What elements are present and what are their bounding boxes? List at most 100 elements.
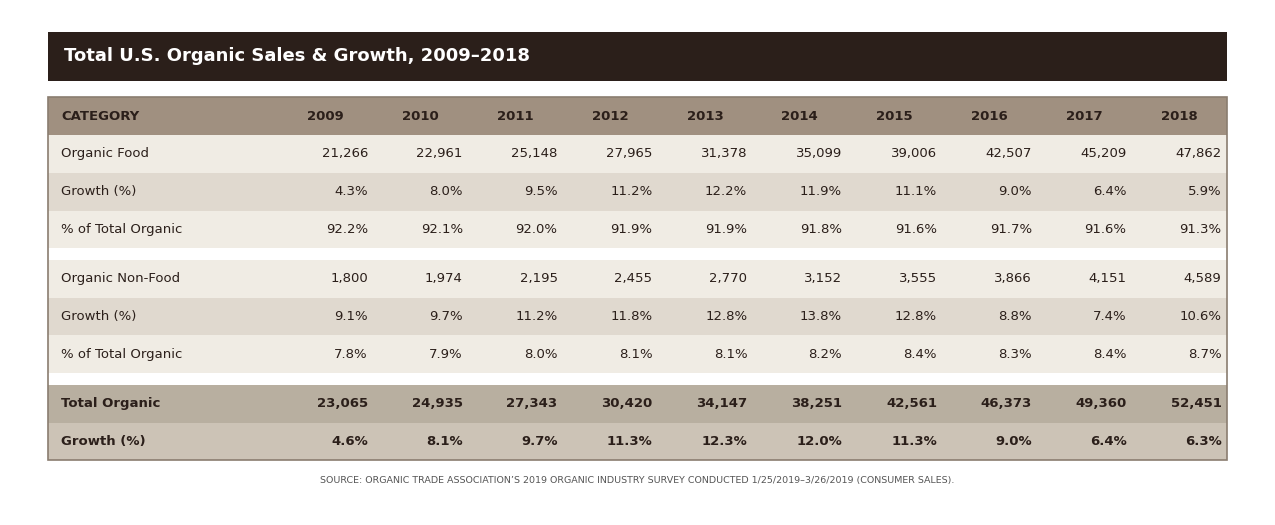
Text: 38,251: 38,251 bbox=[790, 397, 842, 410]
Text: SOURCE: ORGANIC TRADE ASSOCIATION’S 2019 ORGANIC INDUSTRY SURVEY CONDUCTED 1/25/: SOURCE: ORGANIC TRADE ASSOCIATION’S 2019… bbox=[320, 476, 955, 485]
Bar bbox=[48, 248, 1227, 260]
Text: 2009: 2009 bbox=[307, 110, 344, 122]
Text: 4.6%: 4.6% bbox=[332, 435, 368, 448]
Text: 27,965: 27,965 bbox=[606, 148, 653, 160]
Text: 35,099: 35,099 bbox=[796, 148, 842, 160]
Bar bbox=[48, 97, 1227, 135]
Text: 11.3%: 11.3% bbox=[607, 435, 653, 448]
Text: 12.0%: 12.0% bbox=[797, 435, 842, 448]
Text: 47,862: 47,862 bbox=[1176, 148, 1221, 160]
Text: 12.8%: 12.8% bbox=[895, 310, 937, 323]
Text: 92.1%: 92.1% bbox=[421, 223, 463, 236]
Text: 42,561: 42,561 bbox=[886, 397, 937, 410]
Text: Growth (%): Growth (%) bbox=[61, 185, 136, 198]
Text: 8.0%: 8.0% bbox=[430, 185, 463, 198]
Text: Total U.S. Organic Sales & Growth, 2009–2018: Total U.S. Organic Sales & Growth, 2009–… bbox=[64, 47, 529, 66]
Text: 11.2%: 11.2% bbox=[611, 185, 653, 198]
Text: 45,209: 45,209 bbox=[1080, 148, 1127, 160]
Text: 8.1%: 8.1% bbox=[714, 348, 747, 361]
Text: 7.9%: 7.9% bbox=[430, 348, 463, 361]
Text: 2,770: 2,770 bbox=[709, 272, 747, 285]
Text: 1,800: 1,800 bbox=[330, 272, 368, 285]
Text: 8.4%: 8.4% bbox=[1093, 348, 1127, 361]
Text: 2013: 2013 bbox=[686, 110, 723, 122]
Text: 8.0%: 8.0% bbox=[524, 348, 557, 361]
Text: 4.3%: 4.3% bbox=[334, 185, 368, 198]
Text: 42,507: 42,507 bbox=[986, 148, 1031, 160]
Text: 10.6%: 10.6% bbox=[1179, 310, 1221, 323]
Text: 6.3%: 6.3% bbox=[1184, 435, 1221, 448]
Text: 8.1%: 8.1% bbox=[618, 348, 653, 361]
Text: 2,455: 2,455 bbox=[615, 272, 653, 285]
Text: 12.2%: 12.2% bbox=[705, 185, 747, 198]
Text: 2014: 2014 bbox=[782, 110, 819, 122]
Text: 91.6%: 91.6% bbox=[895, 223, 937, 236]
Text: 91.7%: 91.7% bbox=[989, 223, 1031, 236]
Text: 11.9%: 11.9% bbox=[799, 185, 842, 198]
Bar bbox=[48, 298, 1227, 335]
Text: 2017: 2017 bbox=[1066, 110, 1103, 122]
Text: 92.0%: 92.0% bbox=[515, 223, 557, 236]
Text: 21,266: 21,266 bbox=[321, 148, 368, 160]
Text: 3,152: 3,152 bbox=[805, 272, 842, 285]
Text: 9.7%: 9.7% bbox=[430, 310, 463, 323]
Text: 8.4%: 8.4% bbox=[904, 348, 937, 361]
Text: 91.3%: 91.3% bbox=[1179, 223, 1221, 236]
Text: 6.4%: 6.4% bbox=[1090, 435, 1127, 448]
Text: 2012: 2012 bbox=[592, 110, 629, 122]
Text: 11.2%: 11.2% bbox=[515, 310, 557, 323]
Text: 12.8%: 12.8% bbox=[705, 310, 747, 323]
Text: 27,343: 27,343 bbox=[506, 397, 557, 410]
Text: 9.0%: 9.0% bbox=[996, 435, 1031, 448]
Text: 4,151: 4,151 bbox=[1089, 272, 1127, 285]
Bar bbox=[48, 32, 1227, 81]
Text: 13.8%: 13.8% bbox=[799, 310, 842, 323]
Text: 91.9%: 91.9% bbox=[611, 223, 653, 236]
Text: CATEGORY: CATEGORY bbox=[61, 110, 139, 122]
Bar bbox=[48, 260, 1227, 298]
Text: 39,006: 39,006 bbox=[891, 148, 937, 160]
Text: 9.0%: 9.0% bbox=[998, 185, 1031, 198]
Text: 49,360: 49,360 bbox=[1075, 397, 1127, 410]
Bar bbox=[48, 173, 1227, 211]
Text: Organic Food: Organic Food bbox=[61, 148, 149, 160]
Text: 12.3%: 12.3% bbox=[701, 435, 747, 448]
Text: 30,420: 30,420 bbox=[602, 397, 653, 410]
Text: 92.2%: 92.2% bbox=[326, 223, 368, 236]
Text: 34,147: 34,147 bbox=[696, 397, 747, 410]
Text: 2018: 2018 bbox=[1160, 110, 1197, 122]
Text: 91.9%: 91.9% bbox=[705, 223, 747, 236]
Text: Organic Non-Food: Organic Non-Food bbox=[61, 272, 180, 285]
Bar bbox=[48, 423, 1227, 460]
Text: 46,373: 46,373 bbox=[980, 397, 1031, 410]
Bar bbox=[48, 373, 1227, 385]
Text: Total Organic: Total Organic bbox=[61, 397, 161, 410]
Text: Growth (%): Growth (%) bbox=[61, 435, 145, 448]
Text: 23,065: 23,065 bbox=[316, 397, 368, 410]
Text: % of Total Organic: % of Total Organic bbox=[61, 223, 182, 236]
Text: 2015: 2015 bbox=[876, 110, 913, 122]
Text: 2016: 2016 bbox=[972, 110, 1007, 122]
Text: 11.1%: 11.1% bbox=[895, 185, 937, 198]
Text: 52,451: 52,451 bbox=[1170, 397, 1221, 410]
Text: 22,961: 22,961 bbox=[417, 148, 463, 160]
Text: 25,148: 25,148 bbox=[511, 148, 557, 160]
Text: 2,195: 2,195 bbox=[520, 272, 557, 285]
Text: 91.8%: 91.8% bbox=[801, 223, 842, 236]
Text: 3,866: 3,866 bbox=[994, 272, 1031, 285]
Text: 6.4%: 6.4% bbox=[1093, 185, 1127, 198]
Text: 8.1%: 8.1% bbox=[426, 435, 463, 448]
Bar bbox=[48, 97, 1227, 460]
Text: 8.2%: 8.2% bbox=[808, 348, 842, 361]
Text: 31,378: 31,378 bbox=[701, 148, 747, 160]
Text: 7.8%: 7.8% bbox=[334, 348, 368, 361]
Text: 7.4%: 7.4% bbox=[1093, 310, 1127, 323]
Bar bbox=[48, 385, 1227, 423]
Text: 8.7%: 8.7% bbox=[1188, 348, 1221, 361]
Text: 1,974: 1,974 bbox=[425, 272, 463, 285]
Bar bbox=[48, 335, 1227, 373]
Text: 9.5%: 9.5% bbox=[524, 185, 557, 198]
Text: 9.1%: 9.1% bbox=[334, 310, 368, 323]
Text: 3,555: 3,555 bbox=[899, 272, 937, 285]
Text: 2011: 2011 bbox=[497, 110, 533, 122]
